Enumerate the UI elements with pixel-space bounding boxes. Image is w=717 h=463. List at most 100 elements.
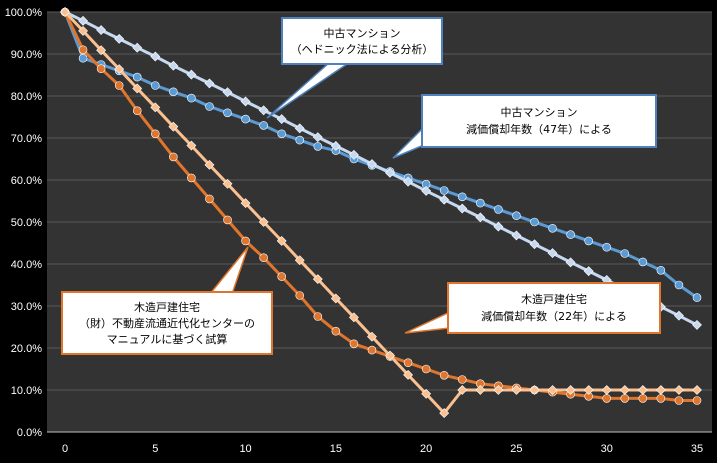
data-point (439, 408, 450, 419)
x-tick-label: 20 (420, 443, 432, 455)
data-point (511, 385, 522, 395)
data-point (169, 152, 178, 162)
series-condo_47yr (60, 7, 702, 330)
callout-house-22yr-line2: 減価償却年数（22年）による (481, 309, 627, 323)
x-tick-label: 30 (601, 443, 613, 455)
data-point (674, 280, 684, 290)
data-point (222, 178, 233, 189)
data-point (313, 142, 323, 151)
data-point (222, 87, 233, 98)
y-tick-label: 50.0% (11, 217, 42, 229)
data-point (259, 253, 268, 263)
data-point (547, 385, 558, 395)
data-point (276, 114, 287, 125)
data-point (620, 249, 630, 258)
callout-condo-hedonic-line1: 中古マンション (324, 27, 401, 40)
data-point (78, 53, 88, 63)
data-point (78, 25, 88, 36)
series-lines (60, 7, 702, 419)
data-point (565, 385, 576, 395)
x-tick-label: 25 (510, 443, 522, 455)
data-point (295, 135, 305, 145)
y-tick-label: 0.0% (17, 427, 42, 439)
data-point (529, 385, 540, 395)
data-point (692, 396, 702, 405)
data-point (530, 217, 539, 227)
data-point (205, 194, 214, 204)
data-point (205, 102, 214, 111)
data-point (457, 385, 468, 395)
data-point (494, 205, 503, 214)
data-point (421, 388, 432, 399)
data-point (223, 215, 232, 225)
data-point (674, 385, 684, 395)
callout-house-center-line3: マニュアルに基づく試算 (107, 332, 228, 346)
data-point (204, 159, 215, 170)
data-point (277, 129, 286, 139)
y-tick-label: 70.0% (11, 133, 42, 145)
data-point (692, 319, 702, 330)
data-point (637, 385, 648, 395)
data-point (493, 221, 504, 232)
data-point (330, 293, 341, 304)
data-point (584, 236, 593, 246)
callout-condo-hedonic: 中古マンション （ヘドニック法による分析） (266, 17, 443, 119)
data-point (367, 159, 377, 169)
data-point (114, 33, 125, 44)
data-point (602, 394, 612, 403)
data-point (168, 60, 179, 71)
data-point (276, 235, 287, 246)
series-house_22yr (60, 7, 702, 419)
data-point (294, 255, 305, 266)
data-point (150, 81, 160, 90)
data-point (655, 385, 666, 395)
data-point (241, 114, 250, 124)
data-point (150, 129, 160, 139)
data-point (295, 291, 305, 300)
data-point (312, 274, 323, 285)
data-point (132, 42, 143, 53)
y-tick-label: 60.0% (11, 175, 42, 187)
data-point (583, 385, 594, 395)
data-point (601, 385, 612, 395)
data-point (114, 64, 125, 75)
data-point (277, 272, 286, 281)
data-point (493, 385, 504, 395)
data-point (457, 192, 467, 202)
data-point (638, 257, 648, 267)
data-point (403, 358, 413, 368)
y-tick-label: 90.0% (11, 49, 42, 61)
callout-house-22yr: 木造戸建住宅 減価償却年数（22年）による (404, 282, 661, 334)
data-point (132, 72, 142, 82)
callout-condo-47yr: 中古マンション 減価償却年数（47年）による (392, 94, 657, 159)
y-tick-label: 30.0% (11, 301, 42, 313)
data-point (168, 121, 179, 132)
callout-house-center-line1: 木造戸建住宅 (134, 300, 200, 314)
data-point (187, 173, 196, 183)
data-point (241, 236, 250, 246)
data-point (620, 394, 630, 403)
data-point (421, 364, 431, 374)
callout-condo-47yr-line2: 減価償却年数（47年）による (466, 122, 612, 136)
data-point (476, 198, 485, 208)
y-tick-label: 40.0% (11, 259, 42, 271)
data-point (96, 45, 107, 56)
y-tick-label: 100.0% (5, 7, 43, 19)
data-point (674, 310, 684, 321)
data-point (548, 224, 557, 233)
data-point (169, 87, 178, 97)
data-point (96, 25, 107, 35)
data-point (313, 312, 323, 321)
data-point (385, 167, 395, 178)
data-point (511, 230, 522, 241)
callout-house-center: 木造戸建住宅 （財）不動産流通近代化センターの マニュアルに基づく試算 (61, 246, 273, 355)
data-point (312, 132, 323, 143)
data-point (619, 385, 630, 395)
data-point (78, 45, 88, 55)
data-point (150, 51, 161, 62)
data-point (150, 102, 161, 113)
callout-house-center-line2: （財）不動産流通近代化センターの (79, 316, 255, 330)
data-point (186, 140, 197, 151)
x-tick-label: 35 (691, 443, 703, 455)
